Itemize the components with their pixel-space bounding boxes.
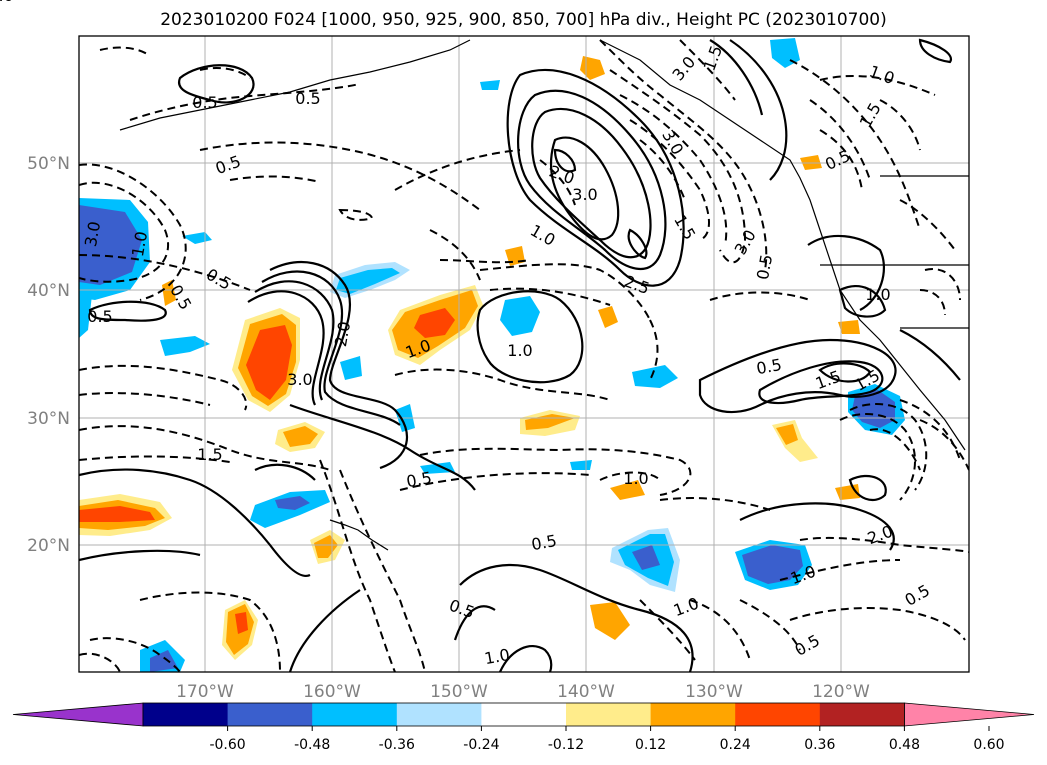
colorbar-segment — [143, 703, 229, 726]
colorbar-tick-label: 0.36 — [804, 737, 835, 753]
shaded-patches — [79, 38, 905, 672]
contour-label: 1.0 — [865, 285, 890, 304]
contour-label: 1.5 — [197, 445, 222, 464]
contour-label: 0.5 — [295, 89, 320, 108]
lon-label-160w: 160°W — [303, 682, 361, 702]
lat-label-40n: 40°N — [27, 281, 70, 301]
colorbar-tick-label: 0.60 — [973, 737, 1004, 753]
lon-label-140w: 140°W — [557, 682, 615, 702]
contour-label: 1.0 — [507, 341, 532, 360]
contour-label: 2.0 — [331, 320, 354, 348]
colorbar-tick-label: 0.24 — [720, 737, 751, 753]
colorbar-tick-label: -0.60 — [209, 737, 245, 753]
coastlines — [119, 39, 969, 551]
contour-label: 1.0 — [128, 230, 151, 258]
colorbar-tick-label: -0.24 — [463, 737, 499, 753]
contour-label: 3.0 — [572, 185, 597, 204]
lat-label-50n: 50°N — [27, 154, 70, 174]
colorbar-extend-high — [904, 702, 1035, 727]
colorbar-extend-low — [12, 702, 144, 727]
lon-label-130w: 130°W — [685, 682, 743, 702]
contour-label: 0.5 — [405, 468, 433, 491]
colorbar-tick-label: -0.36 — [379, 737, 415, 753]
lat-label-20n: 20°N — [27, 536, 70, 556]
colorbar-segment — [227, 703, 313, 726]
colorbar-tick-label: 0.48 — [889, 737, 920, 753]
colorbar-tick-label: -0.12 — [548, 737, 584, 753]
colorbar-segment — [396, 703, 482, 726]
colorbar-frame — [142, 702, 905, 727]
colorbar-segment — [481, 703, 567, 726]
contour-label: 0.5 — [753, 253, 776, 281]
lon-label-170w: 170°W — [176, 682, 234, 702]
map-title: 2023010200 F024 [1000, 950, 925, 900, 85… — [160, 10, 887, 30]
map-frame — [78, 35, 970, 673]
contour-label: 1.0 — [623, 469, 648, 488]
colorbar-tick-label: 0.12 — [635, 737, 666, 753]
contour-label: 3.0 — [287, 370, 312, 389]
colorbar-segment — [650, 703, 736, 726]
contour-label: 1.0 — [0, 0, 14, 5]
latitude-labels: 50°N 40°N 30°N 20°N — [27, 154, 70, 556]
colorbar-segment — [312, 703, 398, 726]
contour-label: 0.5 — [87, 307, 112, 326]
colorbar-tick-label: -0.48 — [294, 737, 330, 753]
contour-label: 1.0 — [483, 645, 511, 668]
lon-label-120w: 120°W — [812, 682, 870, 702]
lat-label-30n: 30°N — [27, 409, 70, 429]
colorbar-segment — [735, 703, 821, 726]
colorbar-segment — [819, 703, 905, 726]
dashed-contours — [79, 39, 969, 672]
solid-contours — [79, 38, 961, 672]
contour-label: 0.5 — [755, 355, 783, 378]
contour-label: 3.0 — [81, 220, 104, 248]
colorbar: -0.60 -0.48 -0.36 -0.24 -0.12 0.12 0.24 0.36 0.4… — [12, 702, 1035, 753]
lon-label-150w: 150°W — [430, 682, 488, 702]
contour-label: 0.5 — [192, 93, 217, 112]
contour-label: 0.5 — [530, 531, 558, 554]
colorbar-segment — [566, 703, 652, 726]
longitude-labels: 170°W 160°W 150°W 140°W 130°W 120°W — [176, 682, 870, 702]
